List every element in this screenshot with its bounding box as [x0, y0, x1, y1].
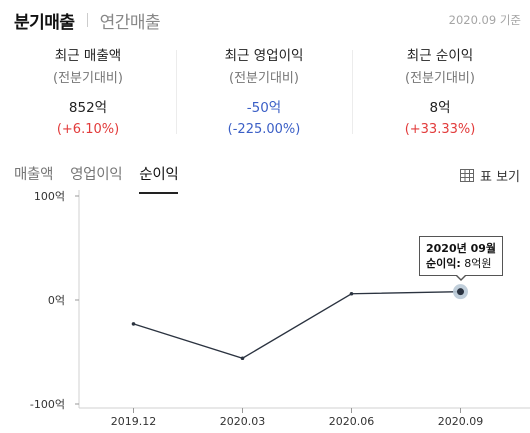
tab-annual-sales[interactable]: 연간매출	[99, 12, 161, 33]
metric-tabs: 매출액 영업이익 순이익	[14, 164, 195, 194]
x-tick-label: 2020.09	[438, 415, 484, 428]
metric-subtitle: (전분기대비)	[405, 71, 475, 86]
chart-tooltip: 2020년 09월 순이익: 8억원	[419, 236, 503, 276]
data-point	[131, 322, 136, 326]
x-tick-label: 2020.06	[329, 415, 375, 428]
y-tick-label: 100억	[34, 190, 65, 203]
data-point-highlight	[457, 288, 464, 296]
table-grid-icon	[459, 169, 474, 182]
net-income-chart: 100억 0억 -100억 2019.12 2020.03 2020.06 2020.09 …	[0, 184, 530, 433]
period-tabs: 분기매출 연간매출	[14, 8, 161, 33]
metric-revenue: 최근 매출액 (전분기대비) 852억 (+6.10%)	[0, 44, 176, 144]
tab-divider	[86, 13, 88, 27]
tab-quarterly-sales[interactable]: 분기매출	[14, 12, 75, 33]
table-view-button[interactable]: 표 보기	[459, 166, 520, 185]
metric-value: 852억	[68, 100, 108, 116]
tab-revenue[interactable]: 매출액	[14, 167, 54, 183]
metric-net-income: 최근 순이익 (전분기대비) 8억 (+33.33%)	[352, 44, 528, 144]
tooltip-key: 순이익:	[426, 257, 461, 270]
metric-change: (-225.00%)	[227, 122, 301, 137]
y-tick-label: -100억	[30, 398, 65, 411]
y-tick-label: 0억	[48, 294, 65, 307]
tab-net-income[interactable]: 순이익	[139, 164, 179, 194]
line-chart: 100억 0억 -100억 2019.12 2020.03 2020.06 2020.09	[30, 190, 530, 428]
tooltip-value: 8억원	[464, 257, 492, 270]
metric-change: (+6.10%)	[56, 122, 120, 137]
metric-operating-profit: 최근 영업이익 (전분기대비) -50억 (-225.00%)	[176, 44, 352, 144]
x-tick-label: 2019.12	[111, 415, 157, 428]
x-tick-label: 2020.03	[220, 415, 266, 428]
metric-value: -50억	[246, 100, 282, 116]
tooltip-arrow	[455, 274, 467, 281]
metric-value: 8억	[429, 100, 451, 116]
tooltip-date: 2020년 09월	[426, 242, 496, 255]
metric-subtitle: (전분기대비)	[53, 71, 123, 86]
base-date-label: 2020.09 기준	[448, 13, 521, 27]
metric-subtitle: (전분기대비)	[229, 71, 299, 86]
tab-operating-profit[interactable]: 영업이익	[70, 167, 123, 183]
data-point	[240, 356, 245, 361]
data-point	[349, 291, 354, 296]
summary-panel: 최근 매출액 (전분기대비) 852억 (+6.10%) 최근 영업이익 (전분…	[0, 44, 530, 144]
table-view-label: 표 보기	[479, 170, 520, 185]
metric-change: (+33.33%)	[404, 122, 476, 137]
series-line	[133, 291, 461, 359]
metric-title: 최근 영업이익	[224, 48, 304, 64]
metric-title: 최근 순이익	[406, 48, 474, 64]
metric-title: 최근 매출액	[54, 48, 122, 64]
